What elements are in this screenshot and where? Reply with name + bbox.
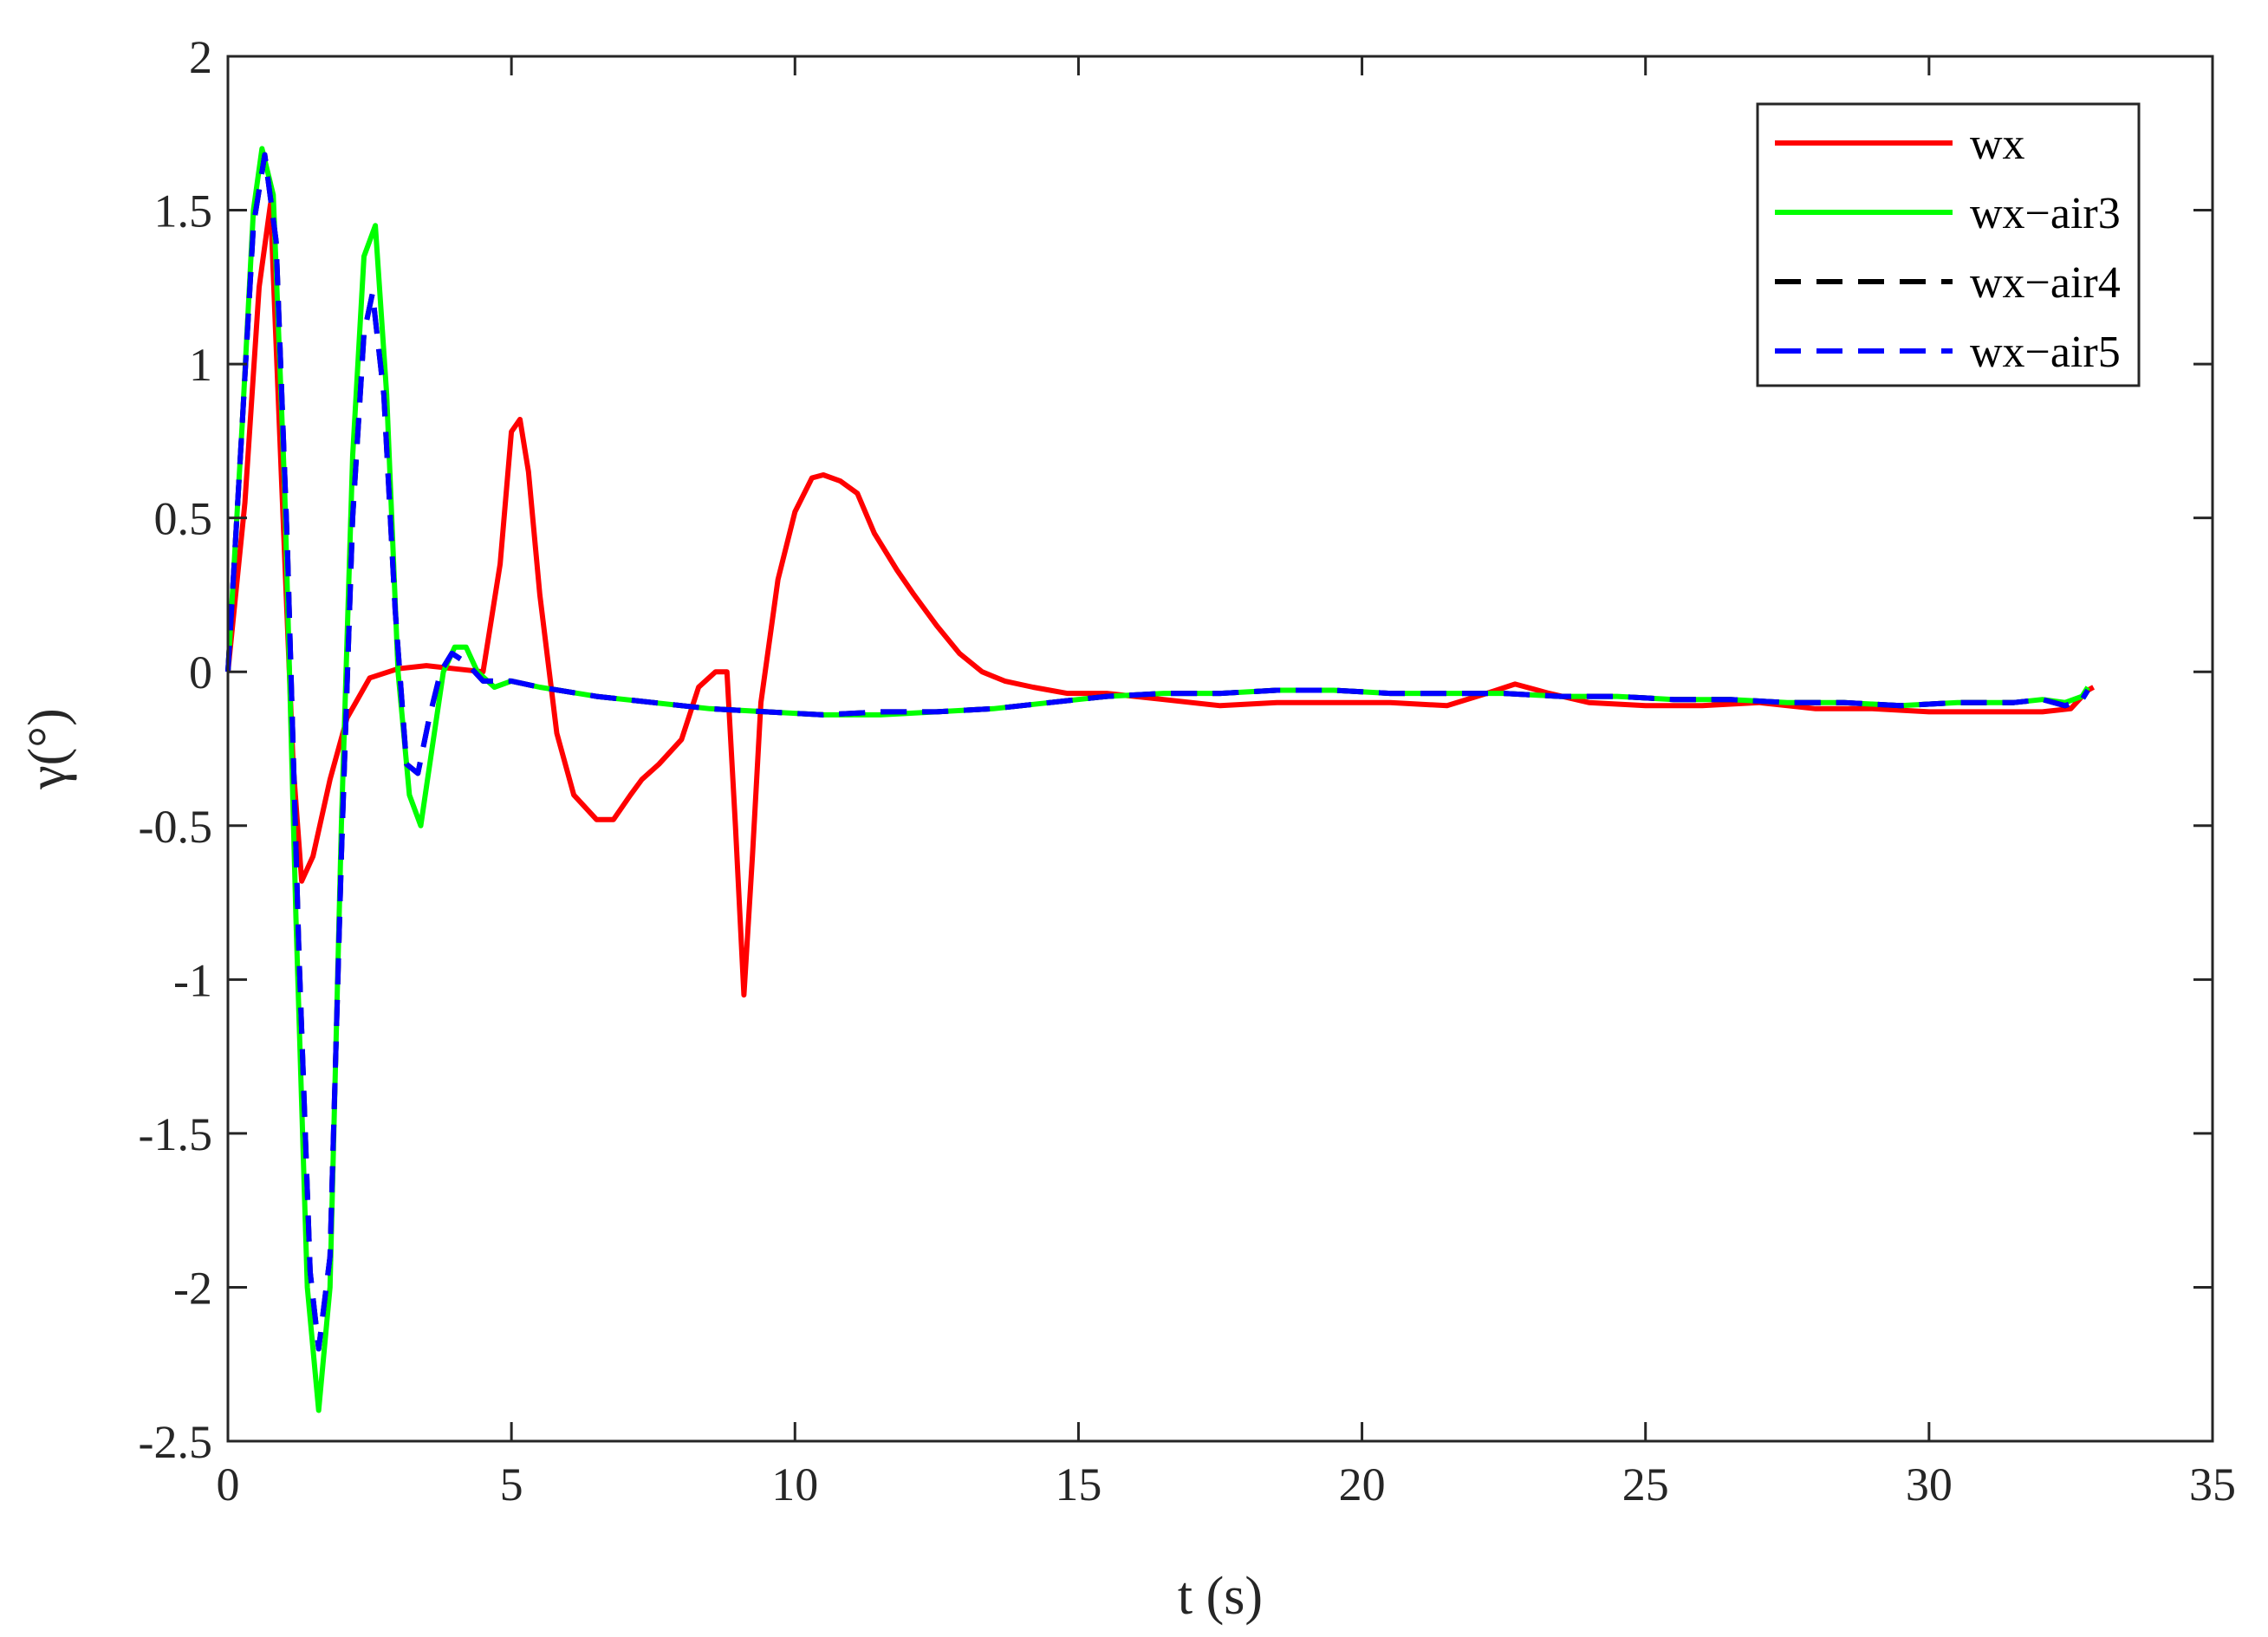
x-tick-label: 35	[2189, 1458, 2236, 1510]
x-tick-label: 10	[771, 1458, 818, 1510]
y-tick-label: -0.5	[139, 801, 212, 853]
legend-label-2: wx−air3	[1970, 189, 2121, 238]
legend-box	[1756, 102, 2141, 387]
y-tick-label: 0	[189, 646, 212, 698]
x-tick-label: 15	[1055, 1458, 1102, 1510]
x-axis-label: t (s)	[1178, 1567, 1263, 1626]
y-tick-label: 2	[189, 31, 212, 83]
y-tick-label: -1.5	[139, 1108, 212, 1160]
tick-layer: 0 5 10 15 20 25 30 35 2 1.5 1 0.5 0 -0.5 -1 -1.5 -2 -2.5	[139, 31, 2236, 1510]
y-tick-label: 1.5	[154, 185, 213, 237]
plot-frame	[226, 55, 2214, 1443]
y-tick-label: -2	[173, 1262, 212, 1314]
legend-label-1: wx	[1970, 120, 2025, 169]
series-layer	[225, 146, 2096, 1413]
x-tick-label: 25	[1622, 1458, 1669, 1510]
legend: wx wx−air3 wx−air4 wx−air5	[1756, 102, 2141, 387]
legend-label-4: wx−air5	[1970, 328, 2121, 377]
x-tick-label: 5	[500, 1458, 523, 1510]
x-tick-label: 0	[217, 1458, 240, 1510]
x-tick-label: 20	[1339, 1458, 1386, 1510]
y-tick-label: 1	[189, 339, 212, 391]
y-tick-label: 0.5	[154, 493, 213, 545]
y-tick-label: -1	[173, 954, 212, 1006]
y-tick-label: -2.5	[139, 1416, 212, 1468]
y-axis-label: γ(°)	[18, 708, 77, 789]
legend-label-3: wx−air4	[1970, 258, 2121, 308]
series-line-4	[225, 152, 2090, 1352]
x-tick-label: 30	[1906, 1458, 1953, 1510]
